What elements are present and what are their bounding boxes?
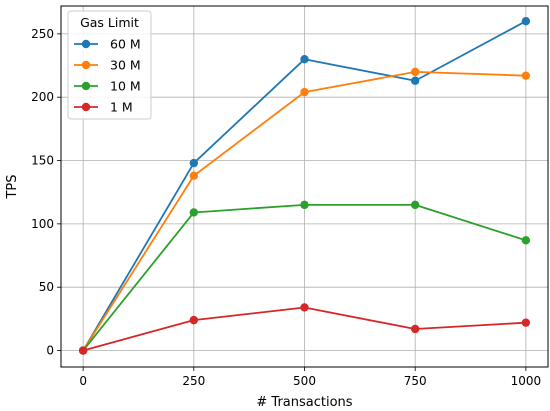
data-point bbox=[300, 200, 309, 210]
series-1m bbox=[78, 303, 531, 355]
legend-entries: 60 M 30 M 10 M 1 M bbox=[74, 37, 141, 115]
data-point bbox=[300, 87, 309, 97]
legend-label: 30 M bbox=[110, 58, 141, 73]
axis-ticks: 0 250 500 750 1000 0 50 100 150 200 250 bbox=[31, 27, 541, 388]
x-tick-label: 250 bbox=[182, 374, 205, 388]
legend-label: 1 M bbox=[110, 100, 133, 115]
legend-label: 60 M bbox=[110, 37, 141, 52]
series-10m bbox=[78, 200, 531, 355]
data-point bbox=[189, 158, 199, 168]
data-point bbox=[521, 236, 531, 245]
legend-entry: 30 M bbox=[74, 58, 141, 73]
data-point bbox=[410, 200, 420, 210]
legend-title: Gas Limit bbox=[80, 15, 139, 30]
data-point bbox=[189, 315, 199, 325]
legend-entry: 1 M bbox=[74, 100, 133, 115]
data-point bbox=[189, 208, 199, 217]
legend-swatch-marker bbox=[81, 60, 91, 70]
series-layer bbox=[78, 17, 531, 355]
data-point bbox=[521, 71, 531, 80]
x-axis-label: # Transactions bbox=[256, 395, 352, 410]
legend-box bbox=[67, 10, 152, 120]
data-point bbox=[300, 55, 309, 64]
legend-label: 10 M bbox=[110, 79, 141, 94]
x-tick-label: 750 bbox=[404, 374, 427, 388]
legend-swatch-marker bbox=[81, 102, 91, 112]
y-tick-label: 250 bbox=[31, 27, 54, 41]
y-tick-label: 50 bbox=[39, 280, 54, 294]
x-tick-label: 500 bbox=[293, 374, 316, 388]
legend-entry: 60 M bbox=[74, 37, 141, 52]
y-tick-label: 150 bbox=[31, 154, 54, 168]
legend-swatch-marker bbox=[81, 81, 91, 91]
x-tick-label: 0 bbox=[79, 374, 87, 388]
data-point bbox=[521, 17, 531, 26]
data-point bbox=[410, 324, 420, 334]
grid bbox=[61, 6, 548, 367]
x-tick-label: 1000 bbox=[511, 374, 542, 388]
data-point bbox=[189, 171, 199, 180]
legend: Gas Limit 60 M 30 M 10 M 1 M bbox=[67, 10, 152, 120]
data-point bbox=[410, 67, 420, 77]
y-axis-label: TPS bbox=[5, 174, 20, 199]
legend-swatch-marker bbox=[81, 39, 91, 49]
y-tick-label: 100 bbox=[31, 217, 54, 231]
data-point bbox=[300, 303, 309, 312]
legend-entry: 10 M bbox=[74, 79, 141, 94]
data-point bbox=[410, 76, 420, 85]
y-tick-label: 200 bbox=[31, 90, 54, 104]
data-point bbox=[521, 318, 531, 327]
data-point bbox=[78, 346, 88, 355]
y-tick-label: 0 bbox=[46, 344, 54, 358]
